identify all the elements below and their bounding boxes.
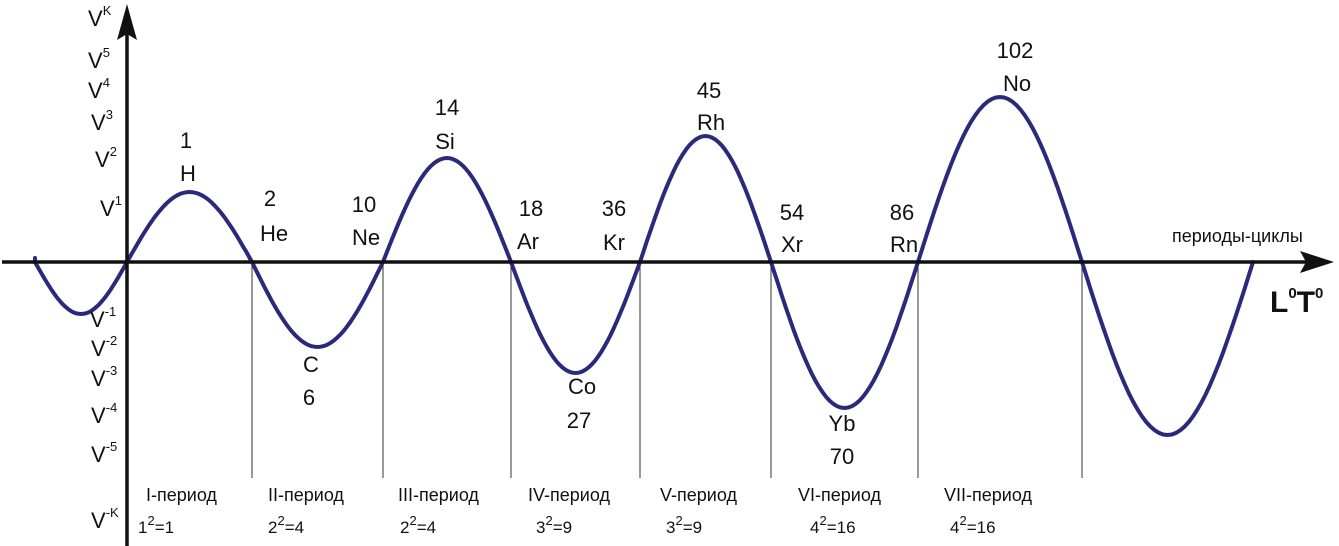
element-labels: 1 H 2 He C 6 10 Ne 14 Si 18 Ar Co 27 36 (180, 38, 1033, 469)
element-label-rh: 45 Rh (697, 78, 725, 135)
x-axis-unit: L0T0 (1270, 285, 1323, 319)
element-label-co: Co 27 (567, 374, 596, 433)
element-number: 10 (352, 192, 376, 217)
x-axis-label: периоды-циклы (1172, 226, 1303, 246)
element-number: 14 (435, 95, 459, 120)
element-symbol: Kr (603, 230, 625, 255)
element-label-h: 1 H (180, 128, 196, 186)
element-symbol: No (1003, 71, 1031, 96)
element-label-ar: 18 Ar (517, 196, 543, 254)
y-axis-top-label: VK (88, 3, 112, 31)
element-symbol: Rh (697, 110, 725, 135)
y-tick-label: V-K (91, 505, 119, 533)
element-number: 70 (830, 444, 854, 469)
y-tick-labels: V5 V4 V3 V2 V1 V-1 V-2 V-3 V-4 V-5 V-K (88, 45, 122, 533)
period-name: IV-период (528, 485, 610, 505)
y-tick-label: V-2 (91, 333, 117, 361)
element-label-yb: Yb 70 (829, 411, 856, 469)
y-tick-label: V4 (88, 75, 110, 103)
element-label-kr: 36 Kr (602, 196, 626, 255)
x-axis-arrow (1300, 251, 1334, 273)
y-tick-label: V-3 (91, 363, 117, 391)
element-symbol: Xr (781, 232, 803, 257)
period-dividers (251, 262, 1083, 478)
y-tick-label: V3 (91, 107, 113, 135)
period-square: 12=1 (138, 513, 174, 537)
element-label-ne: 10 Ne (352, 192, 380, 250)
period-square: 42=16 (810, 513, 856, 537)
element-number: 2 (264, 186, 276, 211)
period-square: 42=16 (950, 513, 996, 537)
element-number: 1 (180, 128, 192, 153)
period-square: 32=9 (666, 513, 702, 537)
element-symbol: Yb (829, 411, 856, 436)
period-name: VII-период (944, 485, 1032, 505)
element-number: 45 (697, 78, 721, 103)
element-symbol: Co (568, 374, 596, 399)
y-tick-label: V5 (88, 45, 110, 73)
element-number: 54 (780, 200, 804, 225)
y-tick-label: V-5 (91, 439, 117, 467)
element-symbol: C (303, 352, 319, 377)
element-label-c: C 6 (303, 352, 319, 410)
element-symbol: Si (435, 129, 455, 154)
y-tick-label: V-1 (90, 304, 116, 332)
element-number: 102 (997, 38, 1034, 63)
element-number: 18 (519, 196, 543, 221)
y-tick-label: V2 (95, 144, 117, 172)
y-tick-label: V1 (100, 193, 122, 221)
element-label-xr: 54 Xr (780, 200, 804, 257)
period-name: II-период (268, 485, 344, 505)
element-symbol: He (260, 221, 288, 246)
axes (2, 4, 1334, 546)
period-square: 22=4 (400, 513, 436, 537)
wave-curve (33, 94, 1255, 438)
element-number: 86 (890, 200, 914, 225)
period-name: I-период (146, 485, 217, 505)
period-square: 32=9 (536, 513, 572, 537)
element-symbol: Ar (517, 229, 539, 254)
period-square: 22=4 (268, 513, 304, 537)
element-number: 27 (567, 408, 591, 433)
element-number: 6 (303, 385, 315, 410)
element-label-no: 102 No (997, 38, 1034, 96)
element-label-si: 14 Si (435, 95, 459, 154)
element-symbol: Rn (890, 232, 918, 257)
element-symbol: H (180, 161, 196, 186)
element-label-rn: 86 Rn (890, 200, 918, 257)
y-tick-label: V-4 (91, 400, 117, 428)
y-axis-arrow (117, 4, 137, 40)
period-name: V-период (660, 485, 737, 505)
period-labels: I-период 12=1 II-период 22=4 III-период … (138, 485, 1032, 537)
element-symbol: Ne (352, 225, 380, 250)
period-name: III-период (398, 485, 479, 505)
element-number: 36 (602, 196, 626, 221)
element-label-he: 2 He (260, 186, 288, 246)
period-name: VI-период (798, 485, 881, 505)
